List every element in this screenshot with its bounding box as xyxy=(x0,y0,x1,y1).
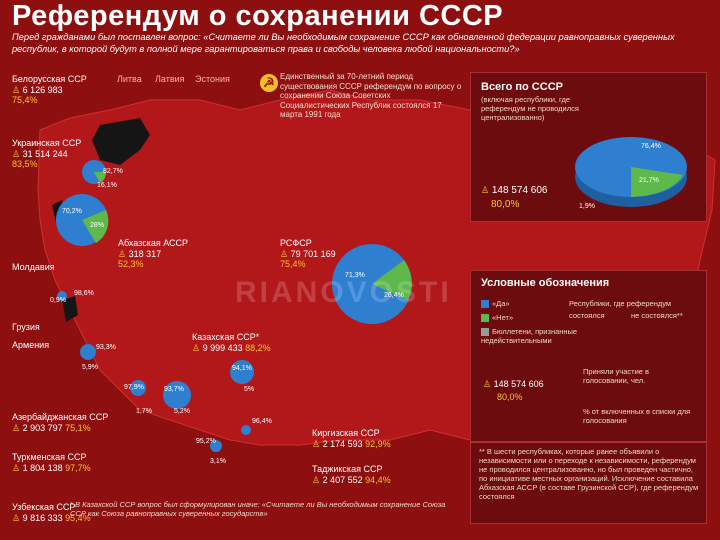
legend-example-num: ♙ 148 574 606 xyxy=(483,379,544,389)
label-tajik: Таджикская ССР ♙ 2 407 552 94,4% xyxy=(312,464,391,485)
label-rsfsr: РСФСР ♙ 79 701 169 75,4% xyxy=(280,238,336,269)
label-abkhaz: Абхазская АССР ♙ 318 317 52,3% xyxy=(118,238,189,269)
legend-not-held: не состоялся** xyxy=(631,311,683,320)
black-region-moldova xyxy=(62,296,78,322)
pie-label: 71,3% xyxy=(345,272,365,279)
pie-label: 98,6% xyxy=(74,290,94,297)
pie-armenia xyxy=(80,344,96,360)
legend-yes: «Да» xyxy=(481,299,510,309)
legend-title: Условные обозначения xyxy=(481,277,610,289)
label-ukraine: Украинская ССР ♙ 31 514 244 83,5% xyxy=(12,138,82,169)
pie-label: 93,3% xyxy=(96,344,116,351)
pie-label: 3,1% xyxy=(210,458,226,465)
label-georgia: Грузия xyxy=(12,322,40,332)
pie-label: 1,7% xyxy=(136,408,152,415)
baltic-estonia: Эстония xyxy=(195,74,230,84)
baltic-latvia: Латвия xyxy=(155,74,185,84)
pie-label: 26,4% xyxy=(384,292,404,299)
person-icon: ♙ xyxy=(192,342,201,353)
legend-example-pct: 80,0% xyxy=(497,392,523,402)
page-title: Референдум о сохранении СССР xyxy=(12,0,504,32)
pie-tajik xyxy=(210,440,222,452)
person-icon: ♙ xyxy=(312,474,321,485)
pie-turkmen xyxy=(130,380,146,396)
pie-label: 94,1% xyxy=(232,365,252,372)
footnote: * В Казахской ССР вопрос был сформулиров… xyxy=(70,500,446,518)
pie-label: 97,9% xyxy=(124,384,144,391)
total-pct: 80,0% xyxy=(491,199,520,210)
foot-right: ** В шести республиках, которые ранее об… xyxy=(479,447,699,501)
person-icon: ♙ xyxy=(12,422,21,433)
pie-rsfsr xyxy=(332,244,412,324)
note-70-years: Единственный за 70-летний период существ… xyxy=(280,72,462,119)
label-turkmen: Туркменская ССР ♙ 1 804 138 97,7% xyxy=(12,452,91,473)
label-uzbek: Узбекская ССР ♙ 9 816 333 95,4% xyxy=(12,502,91,523)
total-no-label: 21,7% xyxy=(639,177,659,184)
pie-label: 28% xyxy=(90,222,105,229)
baltic-lithuania: Литва xyxy=(117,74,142,84)
pie-label: 16,1% xyxy=(97,182,117,189)
hammer-sickle-icon: ☭ xyxy=(260,74,278,92)
person-icon: ♙ xyxy=(312,438,321,449)
person-icon: ♙ xyxy=(12,512,21,523)
pie-label: 96,4% xyxy=(252,418,272,425)
legend-invalid: Бюллетени, признанные недействительными xyxy=(481,327,578,346)
total-yes-label: 76,4% xyxy=(641,143,661,150)
legend-no: «Нет» xyxy=(481,313,513,323)
label-azerb: Азербайджанская ССР ♙ 2 903 797 75,1% xyxy=(12,412,109,433)
pie-kirgiz xyxy=(241,425,251,435)
legend-participated: Приняли участие в голосовании, чел. xyxy=(583,367,650,385)
legend-included: % от включенных в списки для голосования xyxy=(583,407,691,425)
legend-rep-label: Республики, где референдум xyxy=(569,299,672,308)
label-moldova: Молдавия xyxy=(12,262,55,272)
label-belarus: Белорусская ССР ♙ 6 126 983 75,4% xyxy=(12,74,87,105)
legend-box: Условные обозначения «Да» «Нет» Бюллетен… xyxy=(470,270,707,442)
total-title: Всего по СССР xyxy=(481,81,563,93)
referendum-question: Перед гражданами был поставлен вопрос: «… xyxy=(12,32,675,54)
pie-kazakh xyxy=(230,360,254,384)
pie-uzbek xyxy=(163,381,191,409)
person-icon: ♙ xyxy=(280,248,289,259)
person-icon: ♙ xyxy=(12,462,21,473)
person-icon: ♙ xyxy=(481,185,490,195)
person-icon: ♙ xyxy=(12,84,21,95)
pie-label: 0,9% xyxy=(50,297,66,304)
watermark: RIANOVOSTI xyxy=(235,276,452,309)
total-pie xyxy=(575,137,687,207)
foot-box: ** В шести республиках, которые ранее об… xyxy=(470,442,707,524)
label-kazakh: Казахская ССР* ♙ 9 999 433 88,2% xyxy=(192,332,271,353)
pie-label: 5,9% xyxy=(82,364,98,371)
pie-ukraine xyxy=(56,194,109,246)
pie-label: 5% xyxy=(244,386,255,393)
pie-label: 5,2% xyxy=(174,408,190,415)
pie-label: 70,2% xyxy=(62,208,82,215)
person-icon: ♙ xyxy=(12,148,21,159)
total-box: Всего по СССР (включая республики, где р… xyxy=(470,72,707,222)
label-kirgiz: Киргизская ССР ♙ 2 174 593 92,9% xyxy=(312,428,391,449)
label-armenia: Армения xyxy=(12,340,50,350)
pie-moldova xyxy=(57,291,67,301)
person-icon: ♙ xyxy=(483,379,492,389)
pie-belarus xyxy=(82,160,107,184)
pie-label: 95,2% xyxy=(196,438,216,445)
pie-label: 93,7% xyxy=(164,386,184,393)
legend-held: состоялся xyxy=(569,311,605,320)
pie-label: 82,7% xyxy=(103,168,123,175)
black-regions xyxy=(92,118,150,165)
total-num: ♙ 148 574 606 xyxy=(481,185,548,196)
total-other-label: 1,9% xyxy=(579,203,595,210)
total-subtitle: (включая республики, где референдум не п… xyxy=(481,95,579,122)
person-icon: ♙ xyxy=(118,248,127,259)
